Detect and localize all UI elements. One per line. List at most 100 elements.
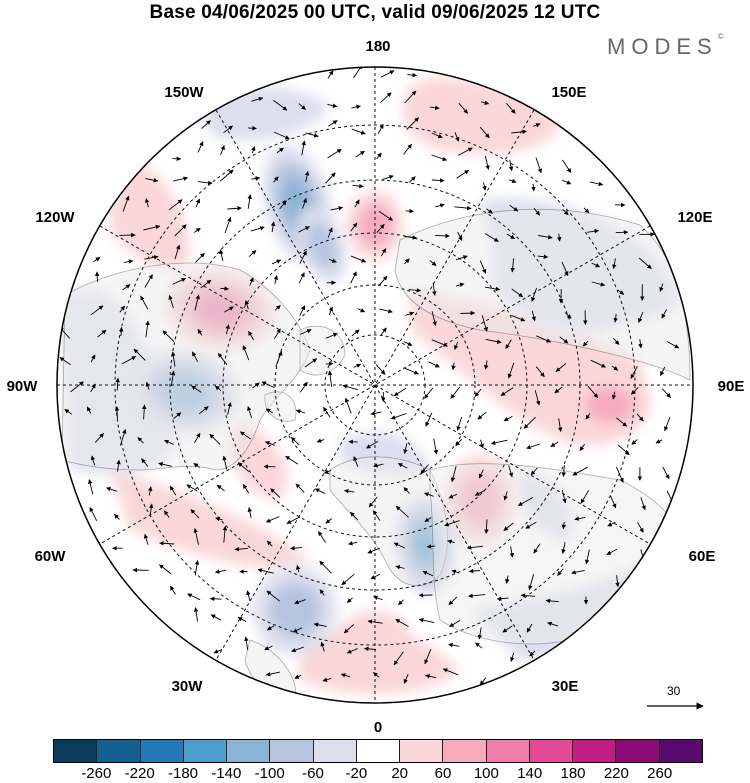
wind-vector <box>376 223 385 233</box>
wind-vector <box>264 441 275 446</box>
wind-vector <box>247 406 253 419</box>
wind-vector <box>451 569 460 574</box>
colorbar-segment <box>659 740 702 762</box>
wind-vector <box>227 206 242 211</box>
wind-vector <box>265 671 280 677</box>
wind-vector <box>450 466 457 483</box>
wind-vector <box>457 231 463 242</box>
wind-vector <box>193 463 200 468</box>
wind-vector <box>379 308 393 314</box>
wind-vector <box>556 233 562 242</box>
brand-name: MODES <box>607 34 718 59</box>
wind-vector <box>382 175 394 180</box>
wind-vector <box>404 341 413 346</box>
colorbar-tick-label: 220 <box>603 765 629 782</box>
lon-label-90w: 90W <box>7 378 39 395</box>
wind-vector <box>547 621 559 627</box>
colorbar-tick-label: 60 <box>434 765 452 782</box>
wind-vector <box>403 674 409 684</box>
wind-vector <box>200 279 212 289</box>
wind-vector <box>517 497 534 506</box>
wind-vector <box>370 573 381 580</box>
wind-vector <box>480 100 490 105</box>
wind-vector <box>638 311 644 323</box>
wind-vector <box>554 386 563 394</box>
wind-vector <box>222 455 228 470</box>
wind-vector <box>266 540 273 547</box>
wind-vector <box>197 180 213 186</box>
wind-vector <box>144 255 159 260</box>
wind-vector <box>422 570 434 577</box>
wind-vector <box>304 170 310 183</box>
wind-vector <box>327 70 334 79</box>
wind-vector <box>216 484 225 492</box>
wind-vector <box>367 547 380 554</box>
wind-vector <box>198 406 209 415</box>
wind-vector <box>327 227 333 238</box>
wind-vector <box>300 329 312 335</box>
wind-vector <box>616 417 628 427</box>
wind-vector <box>561 490 567 504</box>
wind-vector <box>224 306 234 313</box>
anomaly-contour <box>269 582 321 638</box>
wind-vector <box>265 516 280 523</box>
wind-vector <box>428 361 440 368</box>
colorbar-tick-label: 260 <box>647 765 673 782</box>
wind-vector <box>611 365 619 371</box>
wind-vector <box>535 157 543 174</box>
wind-vector <box>209 596 222 602</box>
wind-vector <box>661 388 671 398</box>
wind-vector <box>251 146 256 154</box>
wind-vector <box>429 105 440 111</box>
lon-label-180: 180 <box>365 38 390 55</box>
wind-vector <box>328 258 337 263</box>
wind-vector <box>390 413 407 420</box>
wind-vector <box>506 233 516 240</box>
wind-vector <box>474 388 482 397</box>
wind-vector <box>582 340 589 347</box>
lon-label-60w: 60W <box>35 548 67 565</box>
wind-vector <box>373 595 383 601</box>
wind-vector <box>610 495 617 509</box>
wind-vector <box>219 249 224 262</box>
wind-vector <box>299 381 308 393</box>
wind-vector <box>466 545 483 550</box>
wind-vector <box>584 549 590 565</box>
colorbar-tick-label: 20 <box>391 765 408 782</box>
wind-vector <box>148 503 154 517</box>
wind-vector <box>87 479 94 495</box>
wind-vector <box>509 204 519 212</box>
wind-vector <box>503 522 514 531</box>
wind-vector <box>587 385 599 399</box>
wind-vector <box>266 590 280 602</box>
wind-vector <box>615 466 624 483</box>
wind-vector <box>404 235 418 240</box>
wind-vector <box>171 351 176 367</box>
wind-vector <box>350 271 357 284</box>
wind-vector <box>468 568 481 574</box>
wind-vector <box>319 560 332 574</box>
wind-vector <box>510 258 515 273</box>
wind-vector <box>630 365 638 379</box>
wind-vector <box>377 124 384 134</box>
wind-vector <box>393 542 406 549</box>
wind-vector <box>398 599 404 606</box>
wind-vector <box>431 339 448 347</box>
wind-vector <box>659 366 666 377</box>
wind-vector <box>408 176 416 183</box>
wind-vector <box>237 462 250 473</box>
wind-vector <box>479 439 485 449</box>
wind-vector <box>114 406 120 419</box>
wind-vector <box>432 283 437 296</box>
wind-vector <box>572 466 588 476</box>
wind-vector <box>533 207 541 216</box>
wind-vector <box>348 439 358 445</box>
wind-vector <box>425 412 433 427</box>
wind-vector <box>210 614 222 621</box>
wind-vector <box>294 599 306 605</box>
wind-vector-field <box>59 67 680 686</box>
wind-vector <box>353 363 362 368</box>
wind-vector <box>195 198 201 207</box>
wind-vector <box>431 154 448 162</box>
wind-vector <box>273 275 279 285</box>
